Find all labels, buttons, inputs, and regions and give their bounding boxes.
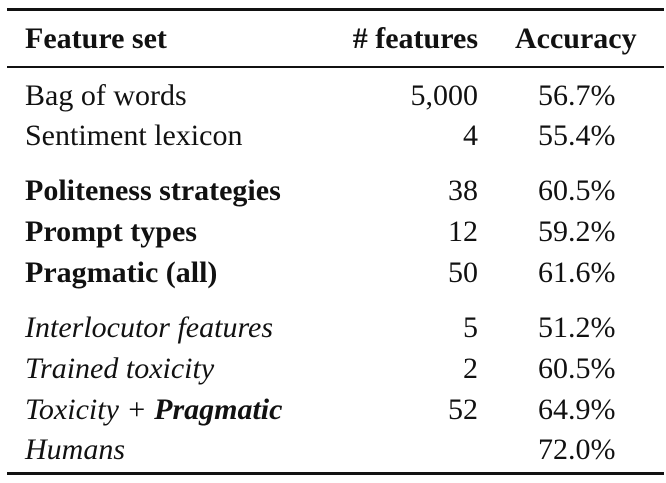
row-feature-set: Toxicity + Pragmatic bbox=[25, 392, 282, 428]
header-feature-set: Feature set bbox=[25, 22, 167, 55]
row-num-features: 2 bbox=[463, 352, 478, 385]
row-accuracy: 72.0% bbox=[538, 433, 616, 466]
row-feature-set-part2: Pragmatic bbox=[154, 393, 283, 426]
row-num-features: 50 bbox=[448, 256, 478, 289]
header-accuracy: Accuracy bbox=[515, 22, 637, 55]
row-feature-set: Trained toxicity bbox=[25, 352, 215, 385]
table-top-rule bbox=[7, 8, 664, 11]
row-feature-set: Bag of words bbox=[25, 79, 187, 112]
row-feature-set: Prompt types bbox=[25, 215, 197, 248]
header-rule bbox=[7, 66, 664, 68]
table-bottom-rule bbox=[7, 472, 664, 475]
header-num-features: # features bbox=[352, 22, 478, 55]
row-feature-set: Interlocutor features bbox=[25, 311, 274, 344]
row-num-features: 38 bbox=[448, 174, 478, 207]
row-feature-set: Sentiment lexicon bbox=[25, 119, 243, 152]
row-accuracy: 60.5% bbox=[538, 352, 616, 385]
row-accuracy: 60.5% bbox=[538, 174, 616, 207]
row-num-features: 5,000 bbox=[410, 79, 479, 112]
row-accuracy: 64.9% bbox=[538, 393, 616, 426]
row-feature-set: Pragmatic (all) bbox=[25, 256, 218, 289]
row-accuracy: 61.6% bbox=[538, 256, 616, 289]
row-num-features: 52 bbox=[448, 393, 478, 426]
row-accuracy: 51.2% bbox=[538, 311, 616, 344]
row-feature-set: Politeness strategies bbox=[25, 174, 281, 207]
row-num-features: 5 bbox=[463, 311, 478, 344]
row-accuracy: 59.2% bbox=[538, 215, 616, 248]
row-num-features: 4 bbox=[463, 119, 478, 152]
row-num-features: 12 bbox=[448, 215, 478, 248]
row-accuracy: 56.7% bbox=[538, 79, 616, 112]
row-accuracy: 55.4% bbox=[538, 119, 616, 152]
row-feature-set-part1: Toxicity + bbox=[25, 393, 155, 426]
row-feature-set: Humans bbox=[25, 433, 126, 466]
